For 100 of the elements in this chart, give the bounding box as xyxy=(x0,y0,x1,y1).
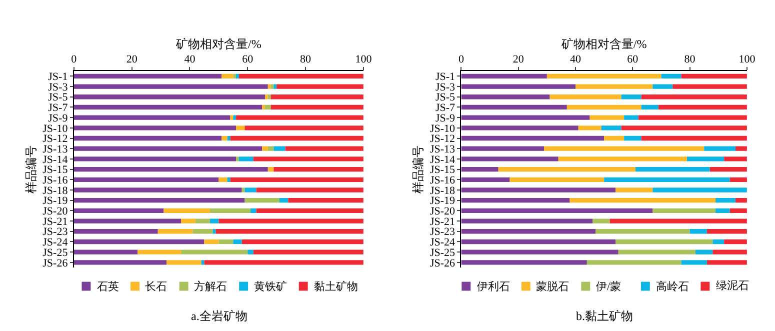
bar xyxy=(196,218,210,224)
y-tick-label: JS-13 xyxy=(42,143,68,156)
y-tick-label: JS-24 xyxy=(42,236,68,249)
bar xyxy=(724,156,747,162)
y-tick-label: JS-3 xyxy=(48,81,68,94)
bar xyxy=(201,260,204,265)
x-tick-label: 40 xyxy=(570,54,582,66)
bar xyxy=(461,84,576,89)
x-tick-label: 60 xyxy=(242,54,254,66)
bar xyxy=(550,94,622,100)
bar xyxy=(230,136,364,141)
bar xyxy=(276,84,364,89)
bar xyxy=(74,250,138,254)
bar xyxy=(256,188,364,192)
bar xyxy=(212,229,216,234)
y-tick-label: JS-1 xyxy=(435,71,455,84)
bar xyxy=(724,239,747,244)
bar xyxy=(558,156,687,162)
y-tick-label: JS-14 xyxy=(430,154,456,166)
y-tick-label: JS-1 xyxy=(48,71,68,84)
x-tick-label: 0 xyxy=(458,54,464,66)
bar xyxy=(461,229,596,234)
bar xyxy=(288,198,364,203)
y-tick-label: JS-20 xyxy=(42,206,68,218)
bar xyxy=(236,115,364,120)
y-tick-label: JS-19 xyxy=(430,195,456,208)
bar xyxy=(236,74,239,79)
x-tick-label: 100 xyxy=(738,54,756,66)
bar xyxy=(696,250,713,254)
bar xyxy=(461,166,498,172)
bar xyxy=(268,146,274,151)
legend-label: 伊/蒙 xyxy=(596,280,622,293)
bar xyxy=(250,208,256,214)
bar xyxy=(590,115,624,120)
bar xyxy=(74,166,268,172)
bar xyxy=(690,229,707,234)
bar xyxy=(222,136,228,141)
bar xyxy=(236,126,245,130)
bar xyxy=(638,115,747,120)
x-tick-label: 100 xyxy=(355,54,372,66)
x-tick-label: 80 xyxy=(300,54,312,66)
bar xyxy=(74,146,262,151)
bar xyxy=(636,166,710,172)
bar xyxy=(621,126,747,130)
bar xyxy=(461,208,653,214)
bar xyxy=(566,104,642,110)
bar xyxy=(586,260,682,265)
bar xyxy=(268,84,271,89)
bar xyxy=(236,156,239,162)
y-tick-label: JS-3 xyxy=(435,81,456,94)
y-tick-label: JS-16 xyxy=(42,174,68,186)
bar xyxy=(262,104,265,110)
bar xyxy=(74,260,167,265)
x-tick-label: 40 xyxy=(184,54,196,66)
bar xyxy=(238,74,364,79)
bar xyxy=(610,218,747,224)
bar xyxy=(601,126,622,130)
bar xyxy=(227,177,230,182)
bar xyxy=(74,136,222,141)
bar xyxy=(74,126,236,130)
bar xyxy=(222,74,234,79)
bar xyxy=(74,177,219,182)
bar xyxy=(712,250,747,254)
bar xyxy=(74,84,268,89)
bar xyxy=(652,208,716,214)
bar xyxy=(262,146,268,151)
bar xyxy=(498,166,636,172)
bar xyxy=(233,74,236,79)
bar xyxy=(181,250,248,254)
bar xyxy=(661,74,682,79)
bar xyxy=(621,94,642,100)
bar xyxy=(681,74,747,79)
y-tick-label: JS-12 xyxy=(430,133,455,146)
y-tick-label: JS-23 xyxy=(42,226,68,238)
bar xyxy=(230,115,234,120)
bar xyxy=(218,218,364,224)
legend-label: 伊利石 xyxy=(477,280,510,293)
bar xyxy=(681,260,707,265)
bar xyxy=(716,208,730,214)
bar xyxy=(74,229,158,234)
bar xyxy=(641,104,658,110)
bar xyxy=(74,94,265,100)
bar xyxy=(74,115,230,120)
legend-label: 黏土矿物 xyxy=(314,280,358,293)
bar xyxy=(74,156,236,162)
bar xyxy=(652,188,747,192)
bar xyxy=(274,84,277,89)
bar xyxy=(270,104,364,110)
y-tick-label: JS-10 xyxy=(42,122,68,135)
bar xyxy=(256,208,364,214)
y-tick-label: JS-9 xyxy=(435,112,456,124)
x-tick-label: 20 xyxy=(512,54,524,66)
bar xyxy=(210,208,251,214)
bar xyxy=(461,104,567,110)
bar xyxy=(218,239,234,244)
bar xyxy=(253,250,364,254)
bar xyxy=(265,94,268,100)
bar xyxy=(624,115,638,120)
y-tick-label: JS-21 xyxy=(42,216,68,228)
legend-label: 长石 xyxy=(145,280,167,293)
